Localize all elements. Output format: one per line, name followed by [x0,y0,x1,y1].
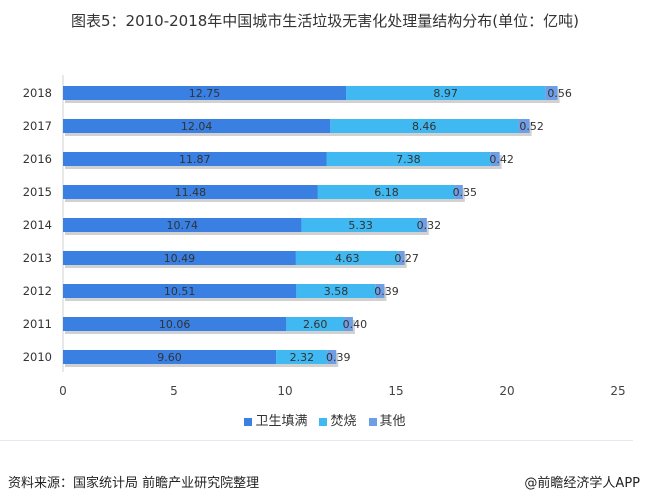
data-label: 0.42 [489,153,514,166]
bar-chart: 0 5 10 15 20 25 2018 12.75 8.97 0.56 2017 12.04 8.46… [23,75,626,398]
x-tick-label: 10 [277,384,292,398]
data-label: 11.48 [175,186,207,199]
y-tick-label: 2016 [23,152,52,166]
bar-segment-3 [375,284,385,298]
bar-segment-3 [490,152,500,166]
x-tick-label: 20 [499,384,514,398]
y-tick-label: 2018 [23,86,52,100]
y-tick-label: 2011 [23,317,52,331]
legend-swatch [319,417,328,426]
bar-segment-1 [63,185,318,199]
legend-item: 其他 [368,410,406,429]
data-label: 0.40 [343,318,368,331]
bar-segment-2 [330,119,519,133]
bar-segment-1 [63,86,347,100]
x-tick-label: 15 [388,384,403,398]
y-tick-label: 2013 [23,251,52,265]
bar-segment-1 [63,152,327,166]
bar-segment-3 [545,86,558,100]
bar-segment-3 [398,251,405,265]
data-label: 10.06 [159,318,191,331]
chart-title: 图表5：2010-2018年中国城市生活垃圾无害化处理量结构分布(单位：亿吨) [70,12,579,30]
legend-label: 焚烧 [330,414,357,429]
bar-segment-2 [295,251,399,265]
data-label: 2.60 [303,318,328,331]
data-label: 8.97 [433,87,458,100]
data-label: 0.56 [547,87,572,100]
data-label: 5.33 [348,219,373,232]
legend-item: 焚烧 [319,410,357,429]
data-label: 0.35 [453,186,478,199]
bar-segment-1 [63,317,287,331]
bar-segment-3 [518,119,530,133]
bar-segment-3 [344,317,353,331]
bar-segment-2 [326,152,491,166]
y-tick-label: 2012 [23,284,52,298]
y-tick-label: 2017 [23,119,52,133]
brand-credit: @前瞻经济学人APP [524,476,640,491]
bar-segment-3 [327,350,337,364]
bar-segment-1 [63,284,297,298]
bar-segment-1 [63,251,296,265]
y-tick-label: 2010 [23,350,52,364]
data-label: 2.32 [290,351,315,364]
data-label: 12.04 [181,120,213,133]
data-label: 0.39 [326,351,351,364]
legend-item: 卫生填满 [244,410,307,429]
bar-segment-3 [455,185,463,199]
x-tick-label: 25 [610,384,625,398]
data-label: 6.18 [374,186,399,199]
data-label: 0.52 [519,120,544,133]
data-label: 0.32 [417,219,442,232]
data-label: 0.39 [374,285,399,298]
y-tick-label: 2014 [23,218,52,232]
legend-swatch [368,417,377,426]
x-tick-label: 5 [170,384,178,398]
data-label: 10.74 [166,219,198,232]
bar-segment-3 [419,218,427,232]
bar-segment-1 [63,218,302,232]
data-label: 10.51 [164,285,196,298]
data-label: 4.63 [335,252,360,265]
legend-label: 其他 [379,414,406,429]
data-label: 11.87 [179,153,211,166]
data-label: 10.49 [164,252,196,265]
legend-label: 卫生填满 [255,414,308,429]
bar-segment-1 [63,350,277,364]
x-tick-label: 0 [59,384,67,398]
bar-segment-2 [301,218,420,232]
bar-segment-2 [296,284,376,298]
legend-swatch [244,417,253,426]
data-label: 9.60 [157,351,182,364]
data-label: 12.75 [189,87,221,100]
source-note: 资料来源：国家统计局 前瞻产业研究院整理 [8,476,260,491]
bar-segment-2 [346,86,546,100]
bar-segment-2 [276,350,328,364]
divider [0,440,633,441]
bar-segment-2 [317,185,456,199]
data-label: 3.58 [324,285,349,298]
bar-segment-1 [63,119,331,133]
data-label: 0.27 [394,252,419,265]
data-label: 7.38 [396,153,421,166]
y-tick-label: 2015 [23,185,52,199]
bar-segment-2 [286,317,345,331]
data-label: 8.46 [412,120,437,133]
legend: 卫生填满 焚烧 其他 [0,410,650,429]
